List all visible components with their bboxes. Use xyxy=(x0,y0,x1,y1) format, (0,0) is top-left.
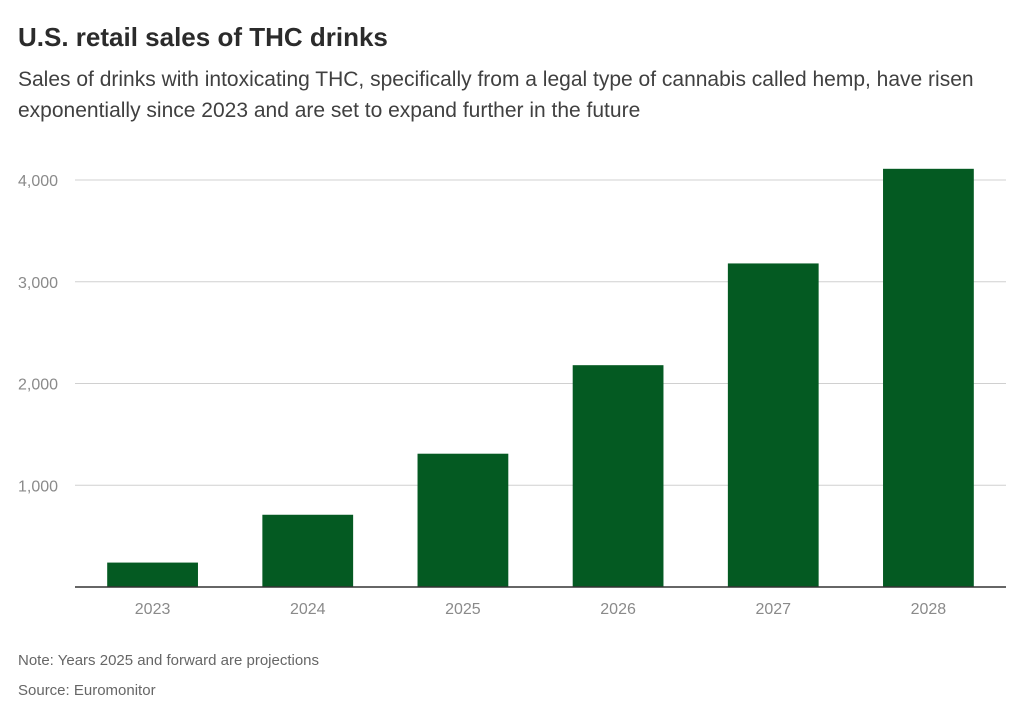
x-tick-label: 2023 xyxy=(135,601,171,618)
y-tick-label: 4,000 xyxy=(18,173,58,190)
y-tick-label: 3,000 xyxy=(18,275,58,292)
y-tick-label: 1,000 xyxy=(18,478,58,495)
bar-2024 xyxy=(262,514,354,587)
chart-note: Note: Years 2025 and forward are project… xyxy=(18,652,320,669)
grid-lines xyxy=(75,179,1006,486)
x-tick-label: 2026 xyxy=(600,601,636,618)
x-tick-label: 2028 xyxy=(911,601,947,618)
bar-2027 xyxy=(727,263,819,587)
bar-2028 xyxy=(883,168,974,587)
x-tick-label: 2024 xyxy=(290,601,326,618)
chart-source: Source: Euromonitor xyxy=(18,682,156,699)
chart-subtitle: Sales of drinks with intoxicating THC, s… xyxy=(18,68,974,122)
y-axis-tick-labels: 1,000 2,000 3,000 4,000 xyxy=(18,173,58,495)
x-tick-label: 2027 xyxy=(755,601,791,618)
chart-title: U.S. retail sales of THC drinks xyxy=(18,22,388,52)
bar-2026 xyxy=(572,365,664,587)
x-tick-label: 2025 xyxy=(445,601,481,618)
bars xyxy=(107,168,974,587)
x-axis-tick-labels: 2023 2024 2025 2026 2027 2028 xyxy=(135,601,947,618)
bar-2023 xyxy=(107,562,198,587)
y-tick-label: 2,000 xyxy=(18,377,58,394)
bar-2025 xyxy=(417,453,509,587)
